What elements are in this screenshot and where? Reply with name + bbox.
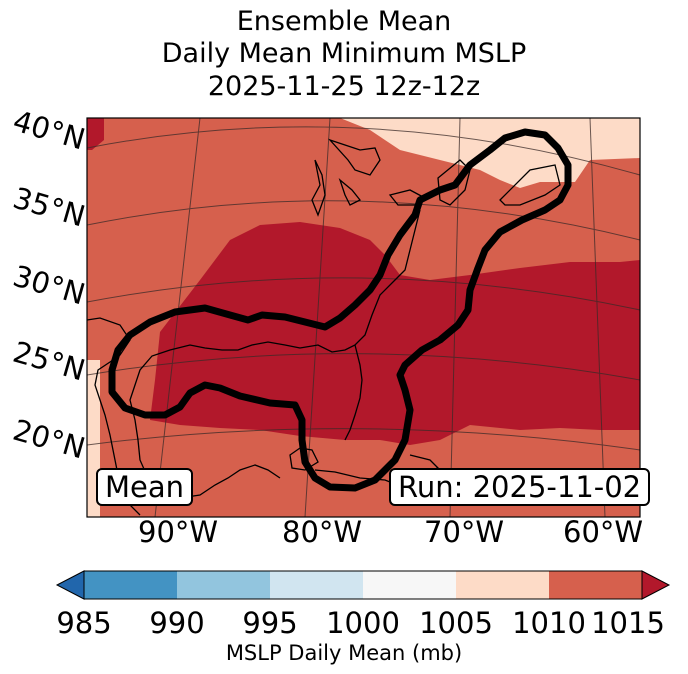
lon-label-60w: 60°W <box>563 515 644 549</box>
colorbar-tick-1000: 1000 <box>326 606 400 640</box>
title-line-1: Ensemble Mean <box>236 6 452 37</box>
field-above-1015-core <box>87 118 640 445</box>
lon-label-90w: 90°W <box>138 515 219 549</box>
run-date-box: Run: 2025-11-02 <box>389 468 651 506</box>
colorbar-segment-995-1000 <box>270 571 363 599</box>
title-line-3: 2025-11-25 12z-12z <box>207 71 481 102</box>
colorbar-tick-985: 985 <box>56 606 112 640</box>
title-line-2: Daily Mean Minimum MSLP <box>161 38 527 69</box>
lon-label-80w: 80°W <box>282 515 363 549</box>
pressure-contour <box>108 128 572 492</box>
colorbar-tick-995: 995 <box>242 606 298 640</box>
mean-label-box: Mean <box>96 468 194 506</box>
lon-label-70w: 70°W <box>424 515 505 549</box>
map-frame <box>86 117 641 518</box>
colorbar-extend-below <box>55 570 85 600</box>
coastlines <box>87 138 561 516</box>
colorbar-label: MSLP Daily Mean (mb) <box>225 641 463 665</box>
colorbar-extend-above <box>641 570 671 600</box>
colorbar-segment-1000-1005 <box>363 571 456 599</box>
colorbar-tick-1005: 1005 <box>419 606 493 640</box>
colorbar-tick-1010: 1010 <box>512 606 586 640</box>
colorbar-segment-985-990 <box>84 571 177 599</box>
colorbar-segment-990-995 <box>177 571 270 599</box>
colorbar-segment-1005-1010 <box>456 571 549 599</box>
colorbar-tick-1015: 1015 <box>591 606 665 640</box>
colorbar-tick-990: 990 <box>149 606 205 640</box>
colorbar-segment-1010-1015 <box>549 571 642 599</box>
